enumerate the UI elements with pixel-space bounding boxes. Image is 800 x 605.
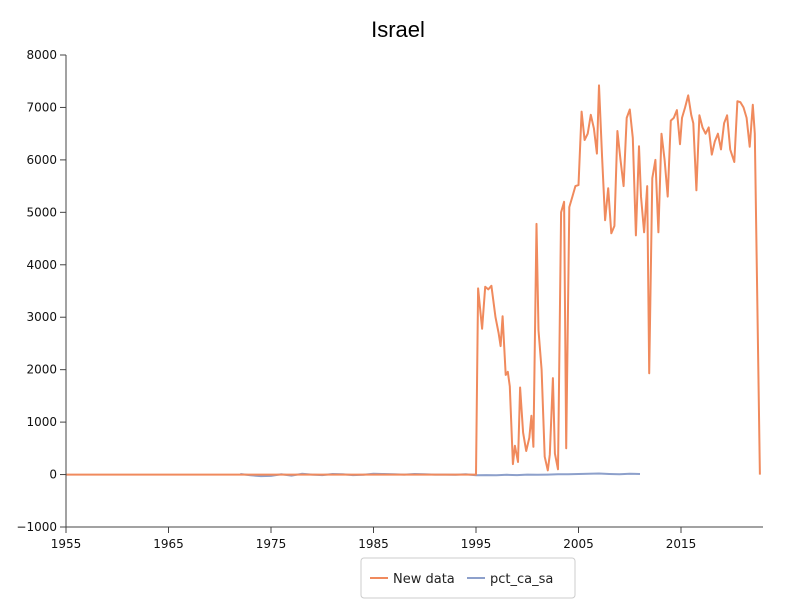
x-tick-label: 1995: [461, 537, 492, 551]
y-tick-label: 6000: [26, 153, 57, 167]
y-tick-label: 4000: [26, 258, 57, 272]
x-tick-label: 1955: [51, 537, 82, 551]
chart-title: Israel: [371, 17, 425, 42]
legend-label-new-data: New data: [393, 572, 455, 587]
y-tick-label: 2000: [26, 363, 57, 377]
legend-label-pct-ca-sa: pct_ca_sa: [490, 572, 553, 587]
ticks-layer: −1000 0 1000 2000 3000 4000 5000 6000 7000 8000 19…: [16, 48, 696, 551]
y-tick-label: 1000: [26, 415, 57, 429]
axes-layer: [65, 55, 763, 528]
series-layer: [66, 84, 761, 478]
y-tick-label: 7000: [26, 100, 57, 114]
x-tick-label: 1985: [358, 537, 389, 551]
y-tick-label: 5000: [26, 205, 57, 219]
x-tick-label: 1975: [256, 537, 287, 551]
x-tick-label: 1965: [153, 537, 184, 551]
y-tick-label: 3000: [26, 310, 57, 324]
y-tick-label: 8000: [26, 48, 57, 62]
x-tick-label: 2005: [563, 537, 594, 551]
series-line-new-data: [66, 84, 761, 476]
y-tick-label: 0: [49, 468, 57, 482]
x-tick-label: 2015: [666, 537, 697, 551]
y-tick-label: −1000: [16, 520, 57, 534]
legend: New data pct_ca_sa: [360, 557, 576, 599]
